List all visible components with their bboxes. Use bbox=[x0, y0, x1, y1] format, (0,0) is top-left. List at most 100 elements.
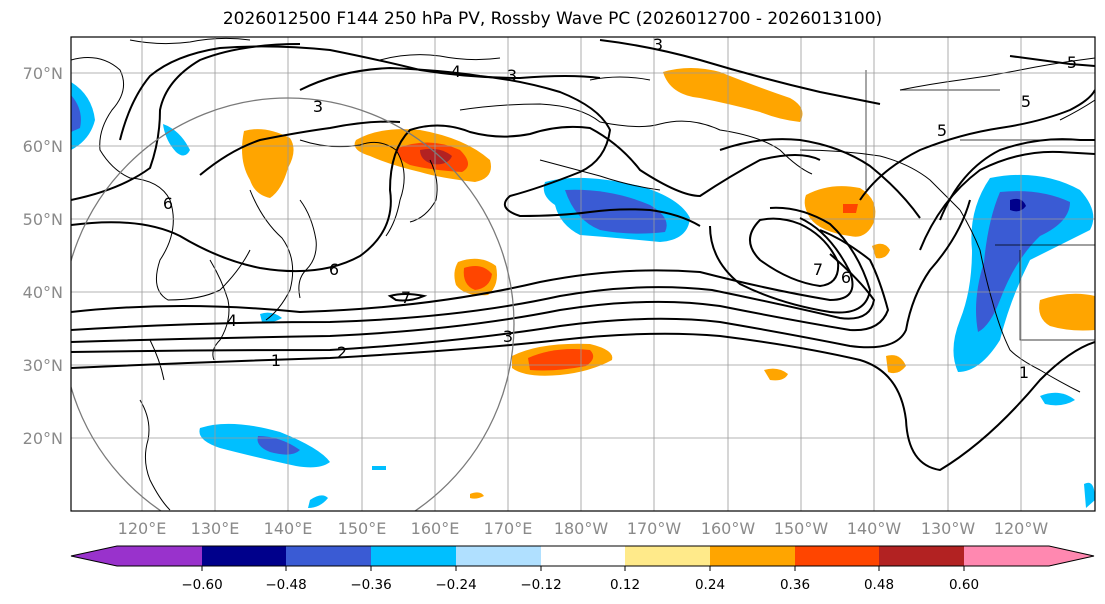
colorbar-outline bbox=[70, 545, 1095, 567]
contour-label: 6 bbox=[163, 194, 173, 213]
contour-12 bbox=[749, 217, 840, 288]
colorbar-ticks bbox=[201, 566, 965, 571]
lat-label: 70°N bbox=[23, 64, 63, 83]
contour-label: 7 bbox=[813, 260, 823, 279]
contour-15 bbox=[939, 138, 1095, 221]
negative-anomaly-philippine-sea-core bbox=[257, 436, 300, 455]
lon-label: 150°E bbox=[338, 519, 387, 538]
contour-1 bbox=[71, 332, 1095, 472]
positive-anomaly-hawaii-north bbox=[764, 368, 788, 381]
lon-label: 130°E bbox=[191, 519, 240, 538]
lat-label: 20°N bbox=[23, 429, 63, 448]
contour-14 bbox=[859, 89, 1095, 201]
colorbar-segment bbox=[710, 546, 795, 566]
colorbar-segment bbox=[286, 546, 371, 566]
contour-label: 3 bbox=[503, 327, 513, 346]
negative-anomaly-small-blue-1 bbox=[372, 466, 386, 470]
contour-label: 5 bbox=[937, 121, 947, 140]
lon-label: 120°E bbox=[118, 519, 167, 538]
lat-label: 50°N bbox=[23, 210, 63, 229]
negative-anomaly-small-blue-2 bbox=[308, 495, 328, 508]
colorbar-segment-over bbox=[1049, 546, 1094, 566]
contour-7 bbox=[71, 43, 301, 201]
contour-label: 1 bbox=[271, 351, 281, 370]
negative-anomaly-north-america-core bbox=[976, 191, 1070, 332]
positive-anomaly-gulf-small bbox=[872, 243, 890, 259]
contour-16 bbox=[919, 150, 1095, 251]
colorbar-segment bbox=[202, 546, 286, 566]
map-frame bbox=[70, 36, 1096, 512]
colorbar-segment-under bbox=[71, 546, 117, 566]
lon-label: 180°W bbox=[554, 519, 609, 538]
positive-anomaly-gulf-of-alaska bbox=[804, 186, 876, 237]
lon-label: 160°E bbox=[411, 519, 460, 538]
contour-label: 3 bbox=[653, 35, 663, 54]
contour-label: 5 bbox=[1067, 53, 1077, 72]
colorbar-segment bbox=[456, 546, 541, 566]
contour-9 bbox=[299, 66, 701, 227]
contour-17 bbox=[599, 39, 881, 105]
contour-label-group: 3 4 3 3 5 5 6 6 7 7 6 4 2 1 3 1 5 bbox=[163, 35, 1077, 382]
colorbar-segment bbox=[625, 546, 710, 566]
contour-13 bbox=[709, 206, 872, 314]
contour-label: 2 bbox=[337, 343, 347, 362]
contour-11 bbox=[719, 138, 921, 219]
contour-10 bbox=[199, 120, 401, 176]
positive-anomaly-southwest-us bbox=[1039, 293, 1095, 331]
contour-8 bbox=[119, 45, 601, 141]
lat-label: 30°N bbox=[23, 356, 63, 375]
colorbar-tick-label: −0.36 bbox=[350, 577, 391, 593]
contour-4 bbox=[71, 253, 876, 331]
contour-label: 6 bbox=[841, 268, 851, 287]
colorbar-segment bbox=[371, 546, 456, 566]
rossby-wave-circle bbox=[71, 97, 515, 511]
longitude-labels: 120°E 130°E 140°E 150°E 160°E 170°E 180°… bbox=[118, 519, 1049, 538]
contour-18 bbox=[1009, 55, 1095, 67]
lon-label: 140°W bbox=[847, 519, 902, 538]
contour-3 bbox=[71, 229, 890, 343]
lon-label: 170°E bbox=[484, 519, 533, 538]
contour-label: 4 bbox=[451, 62, 461, 81]
lon-label: 170°W bbox=[627, 519, 682, 538]
pv-contours bbox=[71, 39, 1095, 472]
contour-label: 1 bbox=[1019, 363, 1029, 382]
pv-anomaly-shading bbox=[71, 68, 1095, 508]
contour-label: 4 bbox=[227, 311, 237, 330]
negative-anomaly-japan bbox=[260, 312, 282, 323]
colorbar: −0.60 −0.48 −0.36 −0.24 −0.12 0.12 0.24 … bbox=[70, 545, 1095, 593]
positive-anomaly-small-south bbox=[470, 492, 484, 499]
colorbar-tick-label: −0.60 bbox=[181, 577, 222, 593]
contour-5 bbox=[71, 217, 854, 314]
contour-6 bbox=[71, 124, 821, 273]
colorbar-segment bbox=[964, 546, 1049, 566]
contour-label: 3 bbox=[507, 66, 517, 85]
lat-label: 40°N bbox=[23, 283, 63, 302]
negative-anomaly-north-america-peak bbox=[1010, 198, 1026, 212]
colorbar-segment bbox=[795, 546, 879, 566]
lat-label: 60°N bbox=[23, 137, 63, 156]
lon-label: 150°W bbox=[774, 519, 829, 538]
contour-label: 6 bbox=[329, 260, 339, 279]
contour-label: 3 bbox=[313, 97, 323, 116]
colorbar-segment bbox=[541, 546, 625, 566]
positive-anomaly-northwest-pacific-core bbox=[463, 266, 492, 290]
contour-19 bbox=[387, 293, 428, 302]
negative-anomaly-west-edge bbox=[71, 82, 95, 150]
colorbar-tick-label: −0.12 bbox=[520, 577, 561, 593]
negative-anomaly-west-edge-core bbox=[71, 95, 81, 132]
lon-label: 140°E bbox=[264, 519, 313, 538]
coastlines bbox=[71, 37, 1095, 511]
colorbar-segment bbox=[117, 546, 202, 566]
colorbar-tick-label: 0.12 bbox=[610, 577, 640, 593]
contour-2 bbox=[71, 199, 971, 353]
colorbar-tick-label: 0.24 bbox=[695, 577, 725, 593]
latitude-labels: 70°N 60°N 50°N 40°N 30°N 20°N bbox=[23, 64, 63, 448]
colorbar-segment bbox=[879, 546, 964, 566]
lon-label: 120°W bbox=[994, 519, 1049, 538]
colorbar-tick-label: 0.36 bbox=[780, 577, 810, 593]
contour-label: 7 bbox=[401, 288, 411, 307]
lon-label: 130°W bbox=[921, 519, 976, 538]
contour-label: 5 bbox=[1021, 92, 1031, 111]
colorbar-tick-label: 0.60 bbox=[949, 577, 979, 593]
